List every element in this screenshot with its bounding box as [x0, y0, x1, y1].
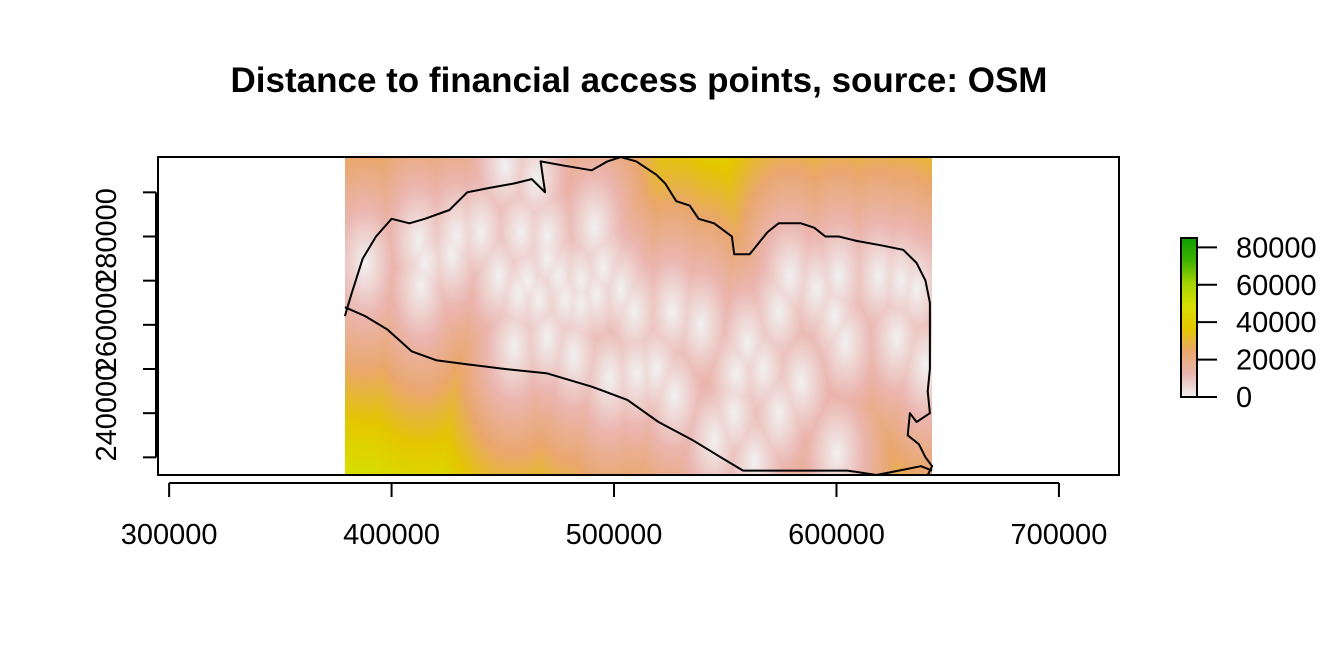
y-tick-label: 280000 — [91, 188, 123, 285]
colorbar-tick-label: 80000 — [1236, 232, 1317, 264]
colorbar-frame — [1180, 237, 1198, 398]
coastline — [344, 306, 933, 476]
country-border-line — [343, 156, 934, 476]
x-axis: 300000 400000 500000 600000 700000 — [121, 482, 1108, 551]
y-tick-label: 240000 — [91, 365, 123, 462]
colorbar-gradient — [1181, 238, 1197, 397]
colorbar-tick-label: 0 — [1236, 382, 1252, 414]
x-tick-label: 400000 — [343, 519, 440, 551]
border-layer — [343, 156, 934, 476]
plot-frame — [157, 156, 1120, 476]
raster-layer — [344, 157, 932, 475]
colorbar-tick-label: 60000 — [1236, 270, 1317, 302]
x-tick-label: 700000 — [1011, 519, 1108, 551]
x-tick-label: 300000 — [121, 519, 218, 551]
colorbar-ticks: 0 20000 40000 60000 80000 — [1197, 232, 1317, 414]
x-tick-label: 600000 — [788, 519, 885, 551]
distance-raster — [344, 157, 932, 475]
y-tick-label: 260000 — [91, 276, 123, 373]
chart-title: Distance to financial access points, sou… — [231, 61, 1048, 100]
x-tick-label: 500000 — [566, 519, 663, 551]
colorbar-tick-label: 20000 — [1236, 345, 1317, 377]
colorbar-tick-label: 40000 — [1236, 307, 1317, 339]
colorbar-legend: 0 20000 40000 60000 80000 — [1180, 232, 1317, 414]
